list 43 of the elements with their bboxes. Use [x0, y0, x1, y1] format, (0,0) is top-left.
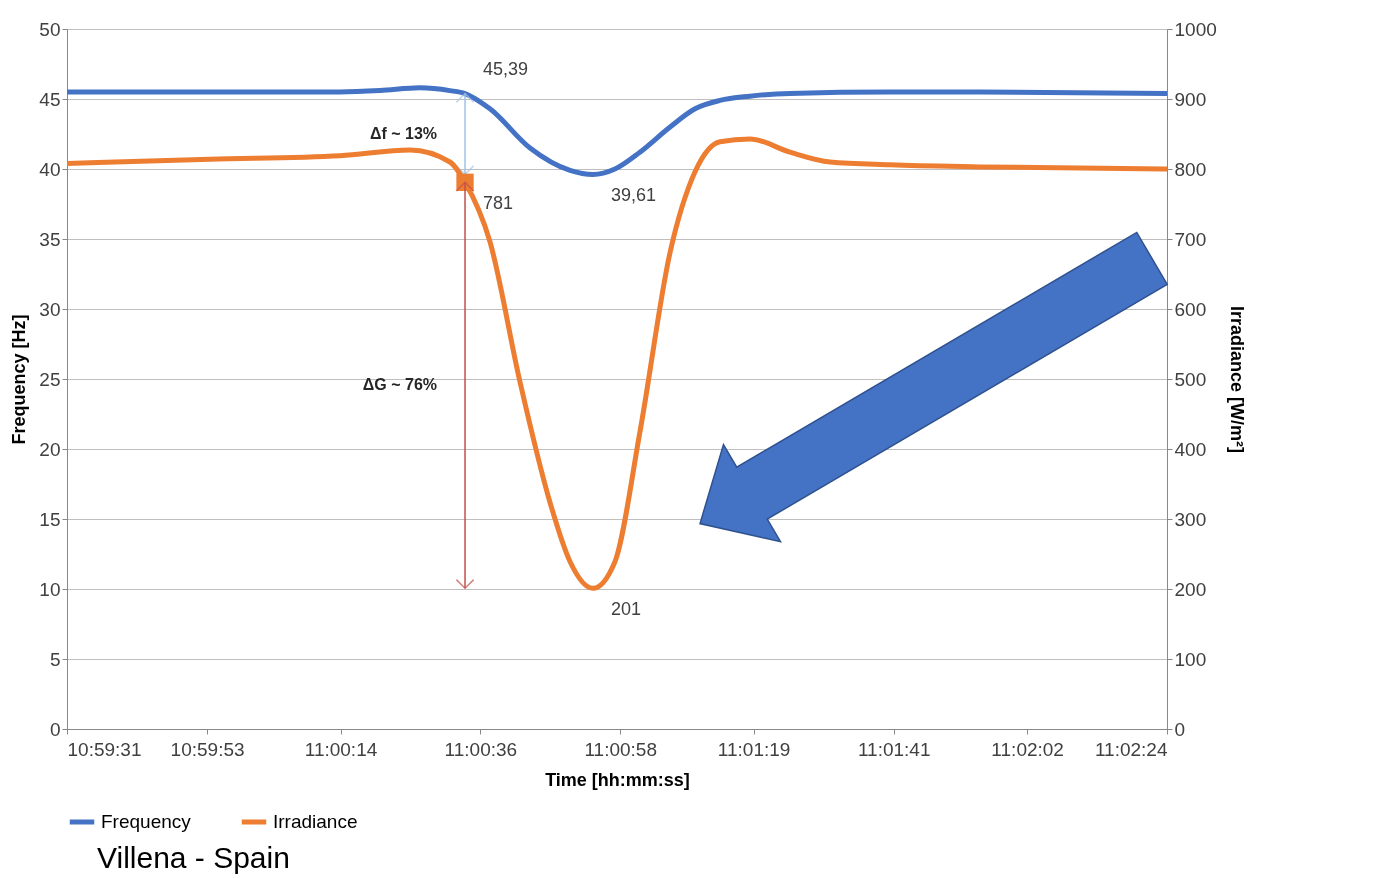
x-tick-label: 11:00:36	[444, 738, 518, 760]
x-tick-label: 11:00:58	[584, 738, 657, 760]
x-tick-label: 10:59:31	[67, 738, 142, 760]
y2-tick-label: 0	[1174, 718, 1186, 740]
y-tick-label: 40	[39, 158, 61, 180]
y-tick-label: 50	[39, 18, 61, 40]
x-tick-label: 10:59:53	[170, 738, 245, 760]
y-tick-label: 30	[39, 298, 61, 320]
y2-tick-label: 800	[1174, 158, 1207, 180]
annotation: Δf ~ 13%	[369, 125, 438, 142]
data-label: 781	[483, 193, 514, 214]
y2-tick-label: 300	[1174, 508, 1207, 530]
y2-tick-label: 100	[1174, 648, 1207, 670]
y-tick-label: 20	[39, 438, 61, 460]
x-tick-label: 11:01:41	[857, 738, 931, 760]
data-label: 39,61	[610, 185, 657, 206]
y-axis-title: Frequency [Hz]	[9, 314, 30, 445]
data-label: 201	[610, 599, 642, 620]
y-tick-label: 10	[39, 578, 61, 600]
legend-label: Frequency	[101, 811, 192, 832]
y2-tick-label: 600	[1174, 298, 1207, 320]
y-tick-label: 45	[39, 88, 61, 110]
y-tick-label: 5	[49, 648, 61, 670]
x-tick-label: 11:02:02	[991, 738, 1064, 760]
y2-tick-label: 700	[1174, 228, 1207, 250]
text: Villena - Spain	[97, 841, 290, 874]
y-tick-label: 35	[39, 228, 61, 250]
legend-label: Irradiance	[273, 811, 358, 832]
y-tick-label: 0	[49, 718, 61, 740]
y2-tick-label: 900	[1174, 88, 1207, 110]
x-axis-title: Time [hh:mm:ss]	[545, 769, 690, 790]
y-tick-label: 15	[39, 508, 61, 530]
y2-tick-label: 1000	[1174, 18, 1217, 40]
x-tick-label: 11:01:19	[717, 738, 791, 760]
y2-tick-label: 400	[1174, 438, 1207, 460]
y2-axis-title: Irradiance [W/m²]	[1226, 305, 1247, 454]
x-tick-label: 11:00:14	[304, 738, 378, 760]
y2-tick-label: 500	[1174, 368, 1207, 390]
data-label: 45,39	[483, 58, 529, 79]
y-tick-label: 25	[39, 368, 61, 390]
x-tick-label: 11:02:24	[1094, 738, 1168, 760]
y2-tick-label: 200	[1174, 578, 1207, 600]
annotation: ΔG ~ 76%	[362, 376, 438, 394]
